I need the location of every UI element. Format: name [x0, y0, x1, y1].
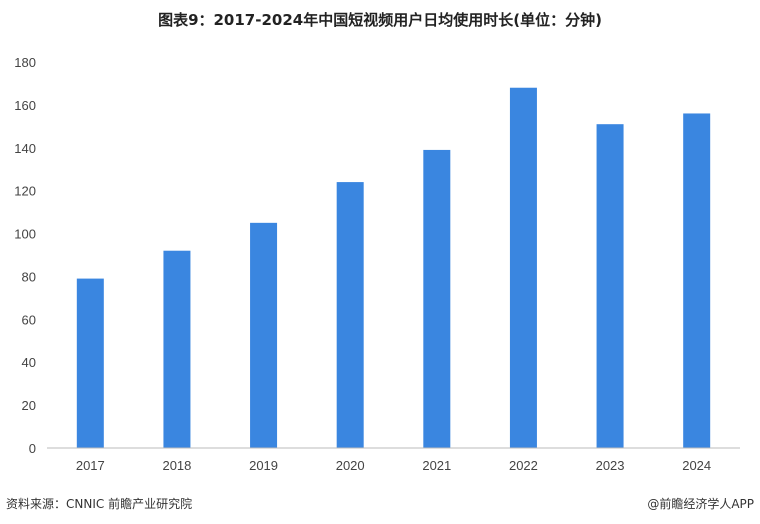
y-tick-label: 180 — [14, 55, 36, 70]
x-tick-label: 2020 — [336, 458, 365, 473]
y-tick-label: 100 — [14, 227, 36, 242]
x-tick-label: 2021 — [422, 458, 451, 473]
x-tick-label: 2022 — [509, 458, 538, 473]
x-tick-label: 2017 — [76, 458, 105, 473]
brand-note: @前瞻经济学人APP — [647, 497, 754, 511]
y-axis-ticks: 0 20 40 60 80 100 120 140 160 180 — [14, 55, 36, 456]
bars — [76, 87, 711, 449]
bar-2023 — [596, 124, 624, 448]
bar-2018 — [163, 250, 191, 448]
bar-2024 — [683, 113, 711, 448]
y-tick-label: 140 — [14, 141, 36, 156]
bar-chart: 0 20 40 60 80 100 120 140 160 180 2017 2018 2019 202… — [14, 55, 740, 473]
y-tick-label: 60 — [22, 312, 36, 327]
x-tick-label: 2024 — [682, 458, 711, 473]
x-axis-ticks: 2017 2018 2019 2020 2021 2022 2023 2024 — [76, 458, 711, 473]
bar-2021 — [423, 149, 451, 448]
bar-2019 — [250, 222, 278, 448]
x-tick-label: 2023 — [596, 458, 625, 473]
y-tick-label: 120 — [14, 184, 36, 199]
x-tick-label: 2019 — [249, 458, 278, 473]
bar-2022 — [509, 87, 537, 448]
chart-title: 图表9：2017-2024年中国短视频用户日均使用时长(单位：分钟) — [158, 11, 602, 29]
x-tick-label: 2018 — [162, 458, 191, 473]
y-tick-label: 0 — [29, 441, 36, 456]
source-note: 资料来源：CNNIC 前瞻产业研究院 — [6, 497, 193, 511]
y-tick-label: 20 — [22, 398, 36, 413]
bar-2020 — [336, 182, 364, 449]
y-tick-label: 40 — [22, 355, 36, 370]
y-tick-label: 160 — [14, 98, 36, 113]
bar-2017 — [76, 278, 104, 448]
y-tick-label: 80 — [22, 269, 36, 284]
